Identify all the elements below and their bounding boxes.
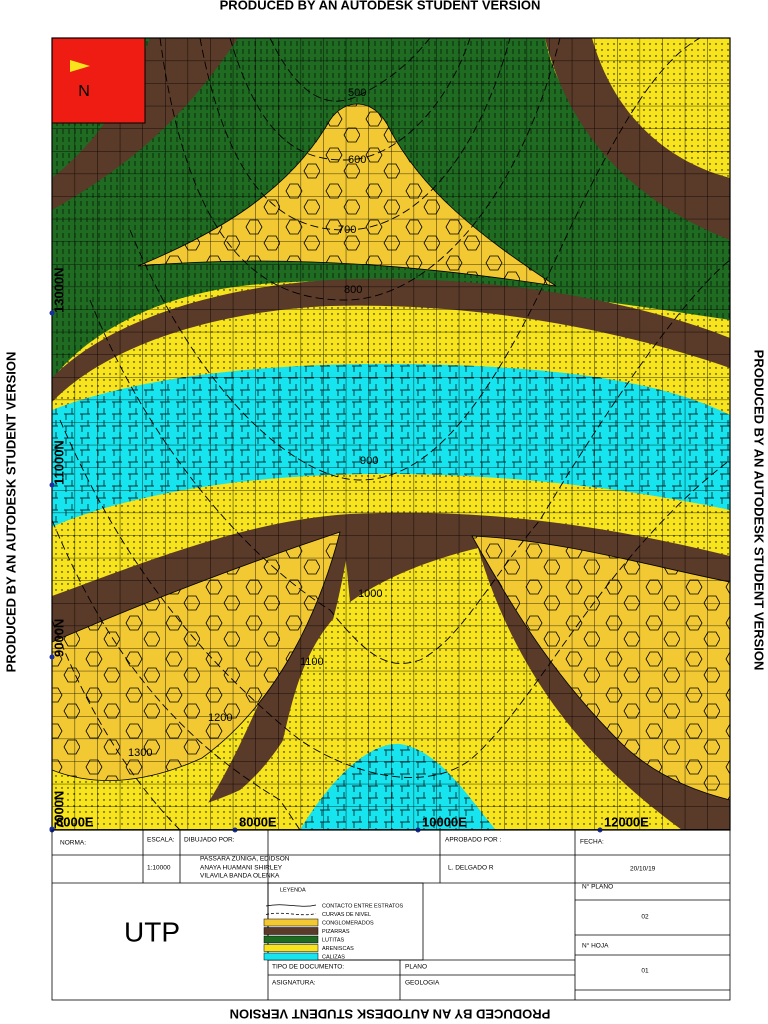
contour-label: 600 <box>348 154 366 166</box>
title-block-lines <box>51 829 731 1001</box>
label: TIPO DE DOCUMENTO: <box>272 964 344 971</box>
legend-label: CALIZAS <box>322 954 345 960</box>
legend: CONTACTO ENTRE ESTRATOS CURVAS DE NIVEL CO… <box>263 903 404 961</box>
contour-label: 1300 <box>128 747 152 759</box>
northing-label: 13000N <box>51 267 66 313</box>
contour-label: 800 <box>344 284 362 296</box>
watermark: PRODUCED BY AN AUTODESK STUDENT VERSION <box>220 0 541 12</box>
legend-swatch <box>263 918 319 927</box>
contour-label: 900 <box>360 455 378 467</box>
label: APROBADO POR : <box>445 837 502 844</box>
value: VILAVILA BANDA OLENKA <box>200 873 280 880</box>
north-label: N <box>78 83 90 100</box>
contour-label: 1200 <box>208 712 232 724</box>
value: 20/10/19 <box>630 866 656 873</box>
label: DIBUJADO POR: <box>184 837 235 844</box>
value: PLANO <box>405 964 427 971</box>
easting-label: 6000E <box>56 814 94 829</box>
label: ASIGNATURA: <box>272 980 316 987</box>
legend-swatch <box>265 904 317 907</box>
legend-title: LEYENDA <box>280 887 306 893</box>
contour-label: 500 <box>348 87 366 99</box>
legend-label: PIZARRAS <box>322 929 350 935</box>
easting-label: 10000E <box>422 814 467 829</box>
coord-dot <box>49 482 55 488</box>
label: N° HOJA <box>582 942 609 950</box>
legend-label: ARENISCAS <box>322 946 354 952</box>
legend-label: CONGLOMERADOS <box>322 920 374 926</box>
contour-label: 1100 <box>300 656 324 668</box>
legend-label: CONTACTO ENTRE ESTRATOS <box>322 903 404 909</box>
watermark: PRODUCED BY AN AUTODESK STUDENT VERSION <box>3 352 18 673</box>
northing-label: 11000N <box>51 440 66 485</box>
northing-label: 7000N <box>51 791 66 829</box>
legend-swatch <box>263 944 319 952</box>
contour-label: 700 <box>338 224 356 236</box>
value: ANAYA HUAMANI SHIRLEY <box>200 865 283 872</box>
title-block: NORMA: ESCALA: DIBUJADO POR: APROBADO PO… <box>60 837 656 987</box>
label: NORMA: <box>60 840 86 847</box>
value: GEOLOGIA <box>405 980 440 987</box>
easting-label: 12000E <box>604 814 649 829</box>
coord-dot <box>49 654 55 660</box>
easting-label: 8000E <box>239 814 277 829</box>
coord-dot <box>49 310 55 316</box>
value: PASSARA ZUNIGA, EDIDSON <box>200 856 290 863</box>
legend-swatch <box>263 935 319 944</box>
label: ESCALA: <box>147 837 175 844</box>
legend-label: CURVAS DE NIVEL <box>322 912 371 918</box>
legend-label: LUTITAS <box>322 937 345 943</box>
value: 1:10000 <box>147 865 171 872</box>
contour-labels: 500 600 700 800 900 1000 1100 1200 1300 <box>128 87 382 759</box>
legend-swatch <box>263 927 319 935</box>
label: N° PLANO <box>582 883 613 891</box>
watermark: PRODUCED BY AN AUTODESK STUDENT VERSION <box>230 1007 551 1022</box>
logo: UTP <box>124 916 180 947</box>
geologic-map: N <box>52 38 730 830</box>
value: L. DELGADO R <box>448 865 494 872</box>
value: 02 <box>641 914 649 921</box>
watermark: PRODUCED BY AN AUTODESK STUDENT VERSION <box>752 350 767 671</box>
label: FECHA: <box>580 839 604 846</box>
value: 01 <box>641 968 649 975</box>
legend-swatch <box>265 912 317 916</box>
northing-label: 9000N <box>51 619 66 657</box>
contour-label: 1000 <box>358 588 382 600</box>
legend-swatch <box>263 952 319 961</box>
